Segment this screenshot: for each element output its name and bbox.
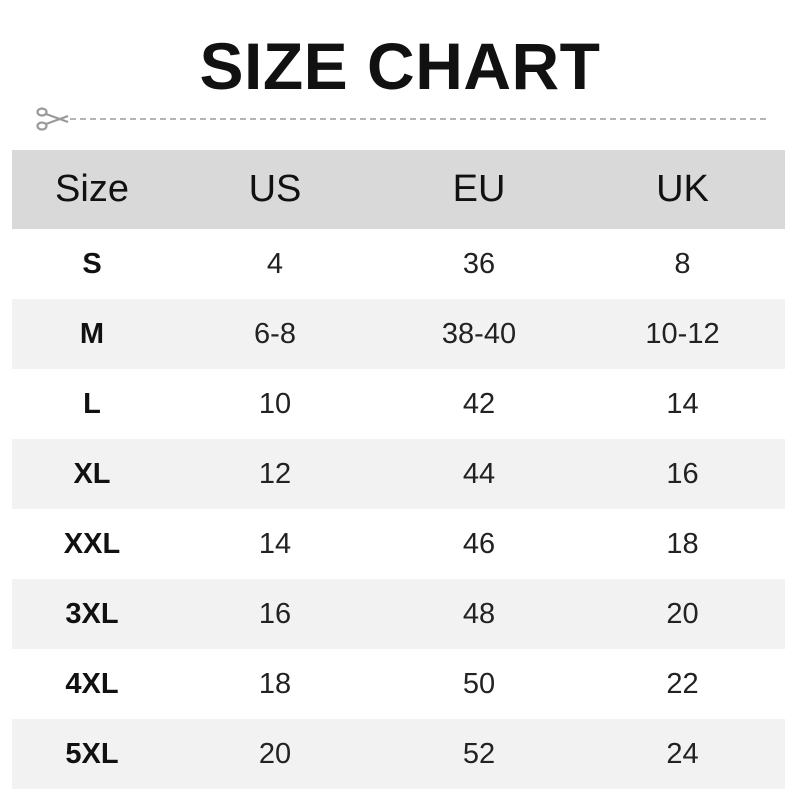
table-row: S 4 36 8 (12, 229, 785, 299)
header-size: Size (55, 168, 129, 210)
table-row: 4XL 18 50 22 (12, 649, 785, 719)
header-us: US (248, 168, 302, 210)
cell-us: 18 (258, 667, 292, 700)
table-row: 5XL 20 52 24 (12, 719, 785, 789)
cell-eu: 36 (462, 247, 496, 280)
cell-eu: 38-40 (441, 317, 517, 350)
cell-uk: 8 (674, 247, 691, 280)
cell-eu: 52 (462, 737, 496, 770)
header-uk: UK (656, 168, 709, 210)
cell-us: 10 (258, 387, 292, 420)
cell-uk: 18 (666, 527, 699, 560)
cell-uk: 14 (666, 387, 699, 420)
cut-line (36, 106, 766, 132)
cell-size: M (79, 317, 105, 350)
cell-eu: 44 (462, 457, 496, 490)
cell-size: XL (73, 457, 111, 490)
cell-uk: 16 (666, 457, 699, 490)
header-eu: EU (452, 168, 506, 210)
cell-eu: 46 (462, 527, 496, 560)
cell-us: 16 (258, 597, 292, 630)
cell-uk: 10-12 (645, 317, 720, 350)
table-row: M 6-8 38-40 10-12 (12, 299, 785, 369)
cell-uk: 20 (666, 597, 699, 630)
size-table: Size US EU UK S 4 36 8 M 6-8 38-40 10-12 L 10 42 14… (12, 150, 785, 789)
cell-eu: 42 (462, 387, 496, 420)
cell-size: 3XL (65, 597, 119, 630)
cell-eu: 48 (462, 597, 496, 630)
cell-uk: 22 (666, 667, 699, 700)
cell-uk: 24 (666, 737, 699, 770)
scissors-icon (36, 107, 69, 131)
cell-us: 14 (258, 527, 292, 560)
cell-size: 5XL (65, 737, 119, 770)
table-row: L 10 42 14 (12, 369, 785, 439)
cell-eu: 50 (462, 667, 496, 700)
cell-size: L (83, 387, 101, 420)
table-row: XXL 14 46 18 (12, 509, 785, 579)
cell-us: 4 (266, 247, 284, 280)
table-row: XL 12 44 16 (12, 439, 785, 509)
table-header-row: Size US EU UK (12, 150, 785, 229)
cell-size: S (82, 247, 102, 280)
cell-us: 12 (258, 457, 292, 490)
cell-us: 6-8 (254, 317, 296, 350)
table-row: 3XL 16 48 20 (12, 579, 785, 649)
page-title: SIZE CHART (199, 29, 601, 103)
cell-us: 20 (258, 737, 292, 770)
cell-size: 4XL (65, 667, 119, 700)
cell-size: XXL (63, 527, 121, 560)
dashed-line (70, 118, 766, 120)
